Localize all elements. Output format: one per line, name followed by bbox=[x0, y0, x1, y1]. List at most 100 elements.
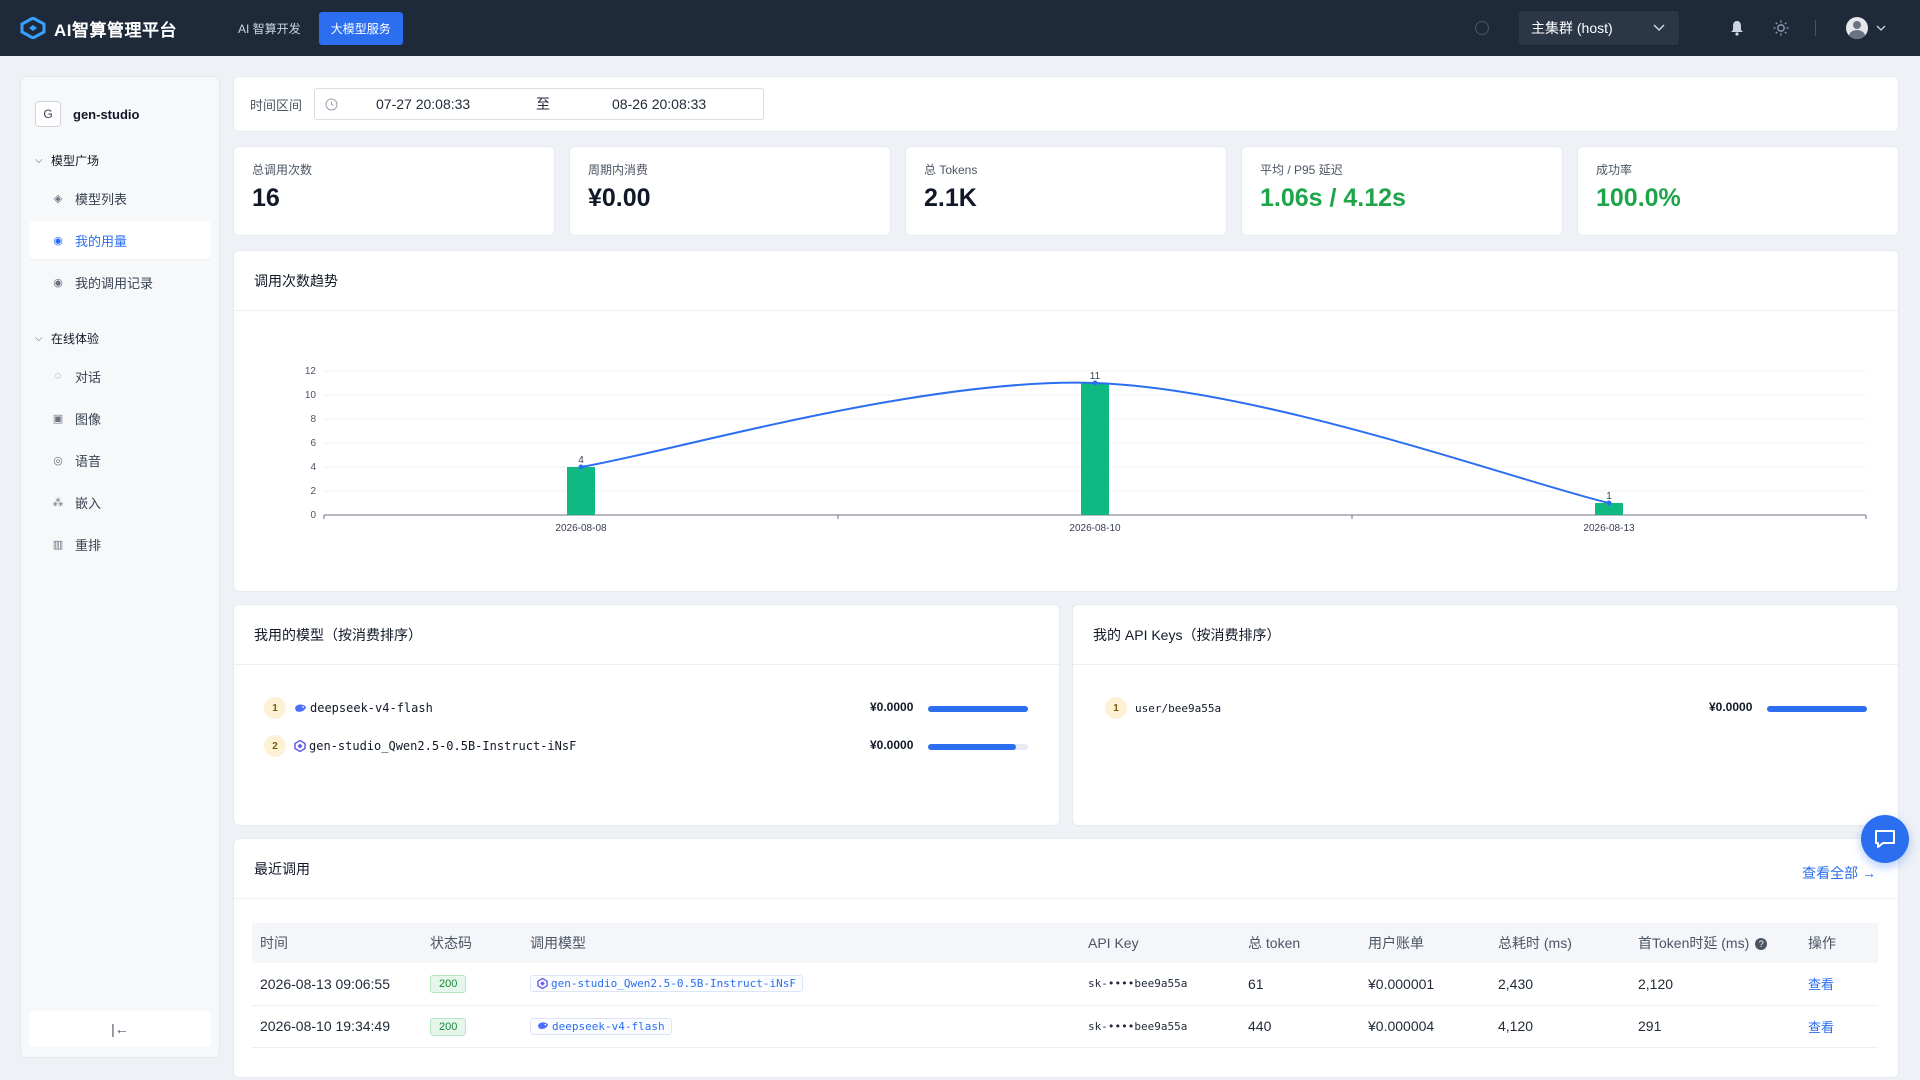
chart-bar bbox=[1081, 383, 1109, 515]
image-icon: ▣ bbox=[52, 412, 64, 425]
sidebar-collapse-button[interactable]: |← bbox=[29, 1011, 211, 1047]
cell-action: 查看 bbox=[1800, 1005, 1878, 1048]
trend-chart: 0 2 4 6 8 10 12 4 2026-08-08 11 2026-08-10 1 2026-08… bbox=[305, 366, 1867, 534]
sidebar-item-embedding[interactable]: ⁂ 嵌入 bbox=[29, 483, 211, 521]
nav-ai-dev[interactable]: AI 智算开发 bbox=[238, 21, 301, 36]
chart-bar bbox=[567, 467, 595, 515]
rank-badge: 1 bbox=[1105, 697, 1127, 719]
sidebar-item-call-records[interactable]: ◉ 我的调用记录 bbox=[29, 263, 211, 301]
cell-bill: ¥0.000004 bbox=[1360, 1005, 1490, 1048]
qwen-icon bbox=[537, 978, 548, 990]
model-cost: ¥0.0000 bbox=[870, 700, 914, 714]
usage-icon: ◉ bbox=[53, 234, 63, 247]
cell-model: deepseek-v4-flash bbox=[522, 1005, 1080, 1048]
cell-api-key: sk-••••bee9a55a bbox=[1080, 1005, 1240, 1048]
range-end-value[interactable]: 08-26 20:08:33 bbox=[612, 96, 707, 112]
cell-status: 200 bbox=[422, 963, 522, 1006]
app-logo[interactable]: AI智算管理平台 bbox=[20, 16, 200, 41]
model-share-bar bbox=[928, 744, 1028, 750]
sidebar-item-image[interactable]: ▣ 图像 bbox=[29, 399, 211, 437]
workspace-badge: G bbox=[35, 101, 61, 127]
sidebar-item-label: 重排 bbox=[75, 537, 102, 553]
cell-time: 2026-08-13 09:06:55 bbox=[252, 963, 422, 1006]
range-separator: 至 bbox=[536, 96, 551, 112]
sidebar-item-label: 图像 bbox=[75, 411, 102, 427]
chart-bar bbox=[1595, 503, 1623, 515]
date-range-picker[interactable]: 07-27 20:08:33 至 08-26 20:08:33 bbox=[314, 88, 765, 120]
y-tick-label: 2 bbox=[310, 486, 316, 497]
recent-calls-card: 最近调用 查看全部 → 时间 状态码 调用模型 API Key 总 token … bbox=[233, 838, 1899, 1078]
chat-icon bbox=[1875, 830, 1895, 848]
cell-total-ms: 2,430 bbox=[1490, 963, 1630, 1006]
my-api-keys-title: 我的 API Keys（按消费排序） bbox=[1073, 605, 1898, 665]
col-header-ttft-label: 首Token时延 (ms) bbox=[1638, 935, 1750, 951]
chat-float-button[interactable] bbox=[1861, 815, 1909, 863]
status-badge: 200 bbox=[430, 1017, 467, 1036]
stat-total-tokens: 总 Tokens 2.1K bbox=[905, 146, 1227, 236]
x-tick-label: 2026-08-08 bbox=[555, 523, 607, 534]
nav-llm-service[interactable]: 大模型服务 bbox=[318, 11, 403, 45]
clock-icon bbox=[325, 98, 338, 110]
stat-value: 100.0% bbox=[1596, 184, 1681, 212]
stat-total-calls: 总调用次数 16 bbox=[233, 146, 555, 236]
workspace-header[interactable]: G gen-studio bbox=[21, 77, 219, 133]
sidebar-item-label: 我的调用记录 bbox=[75, 275, 154, 291]
chevron-down-icon: ⌵ bbox=[35, 154, 43, 166]
model-share-bar bbox=[928, 706, 1028, 712]
theme-sun-icon[interactable] bbox=[1771, 18, 1791, 38]
workspace-name: gen-studio bbox=[73, 106, 140, 122]
trend-point bbox=[578, 464, 584, 470]
deepseek-whale-icon bbox=[295, 703, 306, 712]
view-detail-link[interactable]: 查看 bbox=[1808, 977, 1835, 993]
rank-badge: 1 bbox=[264, 697, 286, 719]
table-row[interactable]: 2026-08-10 19:34:49 200 deepseek-v4-flas… bbox=[252, 1005, 1878, 1048]
view-detail-link[interactable]: 查看 bbox=[1808, 1019, 1835, 1035]
sidebar: G gen-studio ⌵ 模型广场 ◈ 模型列表 ◉ 我的用量 ◉ 我的调用… bbox=[20, 76, 220, 1058]
model-name: gen-studio_Qwen2.5-0.5B-Instruct-iNsF bbox=[309, 739, 577, 753]
cluster-select[interactable]: 主集群 (host) bbox=[1519, 11, 1679, 45]
sidebar-item-rerank[interactable]: ▥ 重排 bbox=[29, 525, 211, 563]
app-title: AI智算管理平台 bbox=[54, 20, 177, 40]
qwen-icon bbox=[294, 740, 306, 752]
cluster-select-value: 主集群 (host) bbox=[1531, 20, 1613, 36]
cell-tokens: 440 bbox=[1240, 1005, 1360, 1048]
search-icon[interactable] bbox=[1475, 21, 1489, 35]
y-tick-label: 4 bbox=[310, 462, 316, 473]
stat-label: 周期内消费 bbox=[588, 163, 649, 177]
sidebar-group-label: 模型广场 bbox=[51, 153, 100, 168]
col-header-tokens: 总 token bbox=[1240, 923, 1360, 963]
model-rank-row[interactable]: 1 deepseek-v4-flash bbox=[264, 695, 433, 721]
col-header-model: 调用模型 bbox=[522, 923, 1080, 963]
sidebar-item-label: 模型列表 bbox=[75, 191, 128, 207]
model-tag-label: gen-studio_Qwen2.5-0.5B-Instruct-iNsF bbox=[551, 977, 797, 991]
top-bar: AI智算管理平台 AI 智算开发 大模型服务 主集群 (host) bbox=[0, 0, 1920, 56]
chevron-down-icon: ⌵ bbox=[35, 332, 43, 344]
deepseek-whale-icon bbox=[538, 1022, 548, 1029]
api-key-rank-row[interactable]: 1 user/bee9a55a bbox=[1105, 695, 1221, 721]
cube-icon: ◈ bbox=[53, 192, 63, 205]
bar-chart-icon: ▥ bbox=[52, 538, 64, 551]
cell-ttft: 291 bbox=[1630, 1005, 1800, 1048]
user-menu[interactable] bbox=[1846, 17, 1886, 39]
sidebar-item-model-list[interactable]: ◈ 模型列表 bbox=[29, 179, 211, 217]
range-start-value[interactable]: 07-27 20:08:33 bbox=[376, 96, 471, 112]
model-rank-row[interactable]: 2 gen-studio_Qwen2.5-0.5B-Instruct-iNsF bbox=[264, 733, 576, 759]
help-icon[interactable]: ? bbox=[1755, 938, 1768, 950]
rank-badge: 2 bbox=[264, 735, 286, 757]
status-badge: 200 bbox=[430, 975, 467, 994]
model-tag[interactable]: gen-studio_Qwen2.5-0.5B-Instruct-iNsF bbox=[530, 975, 804, 993]
cell-ttft: 2,120 bbox=[1630, 963, 1800, 1006]
top-right-tools: 主集群 (host) bbox=[1475, 0, 1920, 56]
sidebar-group-online-trial[interactable]: ⌵ 在线体验 bbox=[21, 323, 219, 353]
sidebar-group-model-square[interactable]: ⌵ 模型广场 bbox=[21, 145, 219, 175]
sidebar-item-speech[interactable]: ◎ 语音 bbox=[29, 441, 211, 479]
model-tag[interactable]: deepseek-v4-flash bbox=[530, 1017, 672, 1035]
view-all-link[interactable]: 查看全部 → bbox=[1802, 865, 1876, 881]
sidebar-item-chat[interactable]: ◌ 对话 bbox=[29, 357, 211, 395]
table-row[interactable]: 2026-08-13 09:06:55 200 gen-studio_Qwen2… bbox=[252, 963, 1878, 1006]
sidebar-item-my-usage[interactable]: ◉ 我的用量 bbox=[29, 221, 211, 259]
cell-status: 200 bbox=[422, 1005, 522, 1048]
y-tick-label: 8 bbox=[310, 414, 316, 425]
stat-value: ¥0.00 bbox=[588, 184, 651, 212]
bell-icon[interactable] bbox=[1727, 18, 1747, 38]
